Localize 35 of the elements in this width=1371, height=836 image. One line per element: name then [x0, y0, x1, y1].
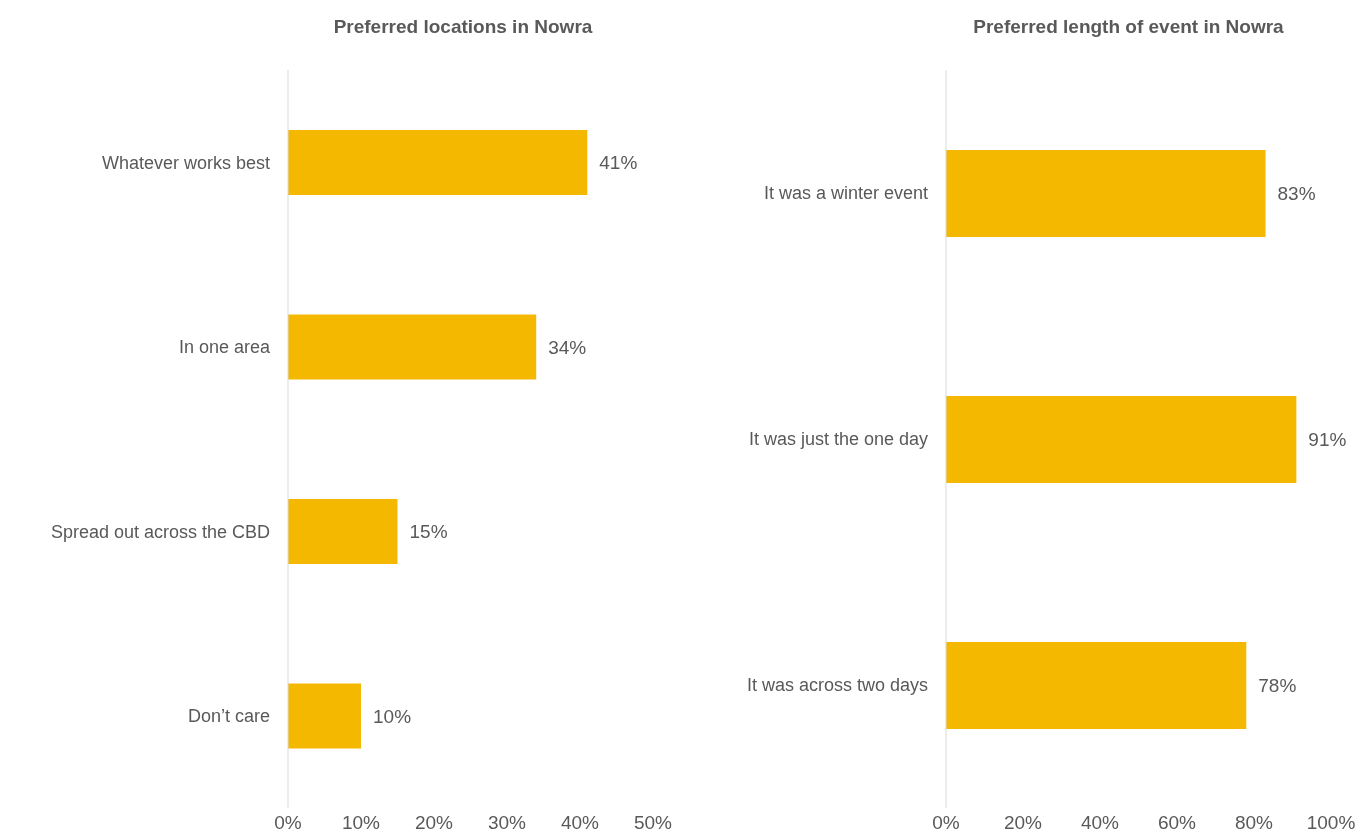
- data-label: 91%: [1308, 429, 1347, 451]
- y-tick-label: It was just the one day: [748, 429, 928, 450]
- y-tick-label: In one area: [178, 337, 271, 358]
- x-tick-label: 40%: [560, 812, 600, 834]
- x-tick-label: 0%: [932, 812, 960, 834]
- x-tick-label: 30%: [487, 812, 527, 834]
- bar: [288, 499, 398, 564]
- y-tick-label: It was a winter event: [763, 183, 928, 204]
- data-label: 10%: [373, 705, 412, 727]
- bar: [288, 314, 537, 380]
- x-tick-label: 80%: [1234, 812, 1274, 834]
- x-tick-label: 10%: [341, 812, 381, 834]
- chart-title: Preferred locations in Nowra: [332, 16, 594, 38]
- x-tick-label: 100%: [1306, 812, 1356, 834]
- bar: [946, 396, 1297, 483]
- data-label: 83%: [1277, 183, 1316, 205]
- data-label: 78%: [1258, 675, 1297, 697]
- x-tick-label: 60%: [1157, 812, 1197, 834]
- y-tick-label: Whatever works best: [101, 152, 270, 173]
- data-label: 15%: [409, 521, 448, 543]
- bar: [288, 683, 361, 749]
- y-tick-label: Spread out across the CBD: [50, 521, 270, 542]
- y-tick-label: Don’t care: [187, 706, 270, 727]
- data-label: 41%: [599, 152, 638, 174]
- bar: [946, 642, 1247, 729]
- chart-title: Preferred length of event in Nowra: [972, 16, 1285, 38]
- x-tick-label: 20%: [414, 812, 454, 834]
- bar: [288, 130, 588, 195]
- bar: [946, 150, 1266, 237]
- x-tick-label: 40%: [1080, 812, 1120, 834]
- x-tick-label: 20%: [1003, 812, 1043, 834]
- x-tick-label: 0%: [274, 812, 302, 834]
- x-tick-label: 50%: [633, 812, 673, 834]
- y-tick-label: It was across two days: [746, 675, 928, 696]
- data-label: 34%: [548, 336, 587, 358]
